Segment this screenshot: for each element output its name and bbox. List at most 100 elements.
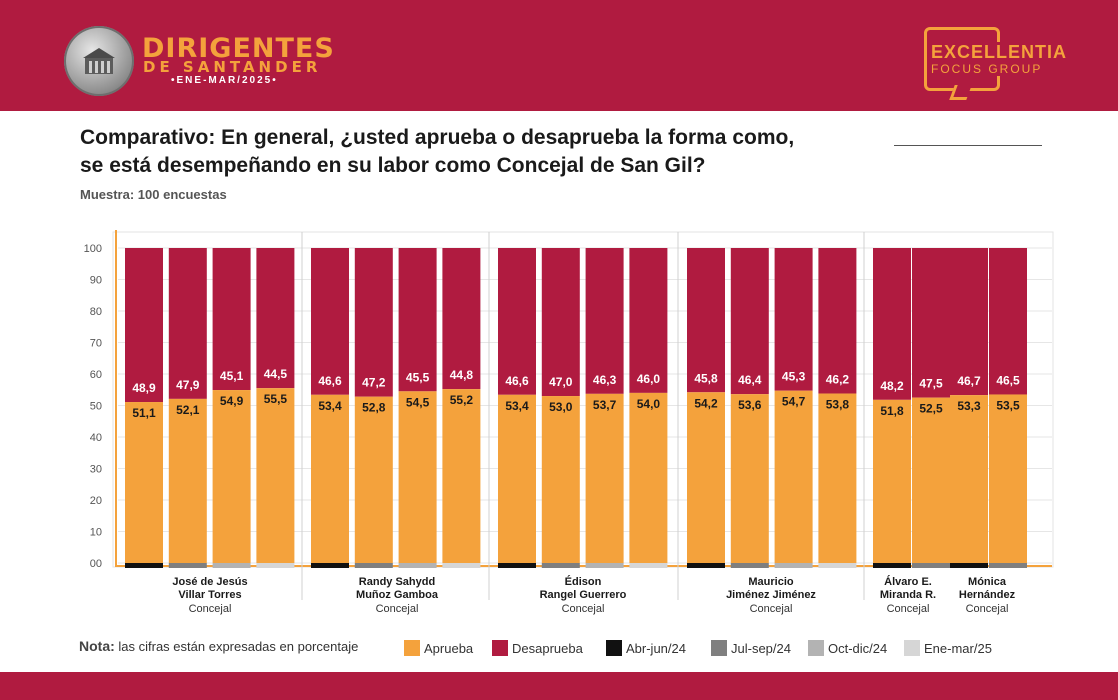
legend-p3: Oct-dic/24 <box>808 639 887 657</box>
period-marker <box>873 563 911 568</box>
y-tick-label: 100 <box>84 243 102 255</box>
bar-approve <box>989 394 1027 563</box>
group-name-line1: Mónica <box>968 576 1007 588</box>
bar-approve <box>730 394 769 563</box>
legend-approve: Aprueba <box>404 639 473 657</box>
bar-approve <box>629 392 668 563</box>
label-approve: 55,5 <box>264 392 288 406</box>
bar-disapprove <box>168 248 207 399</box>
period-marker <box>398 563 437 568</box>
y-tick-label: 60 <box>90 369 102 381</box>
label-disapprove: 45,3 <box>782 370 806 384</box>
y-tick-label: 90 <box>90 275 102 287</box>
bar-disapprove <box>730 248 769 395</box>
legend-label-disapprove: Desaprueba <box>512 640 583 656</box>
label-approve: 54,0 <box>637 397 661 411</box>
group-name-line2: Jiménez Jiménez <box>726 589 816 601</box>
group-name-line1: Randy Sahydd <box>359 576 435 588</box>
y-tick-label: 00 <box>90 558 102 570</box>
bar-approve <box>398 391 437 563</box>
period-marker <box>818 563 857 568</box>
y-tick-label: 10 <box>90 527 102 539</box>
bar-disapprove <box>256 248 295 389</box>
brand-period: •ENE-MAR/2025• <box>171 75 278 86</box>
label-disapprove: 46,5 <box>996 373 1020 387</box>
label-disapprove: 45,1 <box>220 369 244 383</box>
label-disapprove: 44,5 <box>264 367 288 381</box>
group-name-line2: Hernández <box>959 589 1016 601</box>
period-marker <box>168 563 207 568</box>
brand-subtitle: DE SANTANDER <box>143 58 322 76</box>
period-marker <box>912 563 950 568</box>
bar-disapprove <box>629 248 668 393</box>
label-disapprove: 45,8 <box>694 371 718 385</box>
period-marker <box>629 563 668 568</box>
period-marker <box>311 563 349 568</box>
bar-disapprove <box>311 248 349 395</box>
legend-swatch-p4 <box>904 640 920 656</box>
legend-swatch-p2 <box>711 640 727 656</box>
label-disapprove: 46,2 <box>826 373 850 387</box>
bar-disapprove <box>687 248 725 393</box>
label-disapprove: 46,6 <box>505 374 529 388</box>
group-role: Concejal <box>887 603 930 615</box>
label-disapprove: 47,0 <box>549 375 573 389</box>
period-marker <box>989 563 1027 568</box>
building-icon <box>83 48 115 74</box>
group-name-line1: José de Jesús <box>172 576 247 588</box>
question-line-2: se está desempeñando en su labor como Co… <box>80 154 706 177</box>
bar-disapprove <box>442 248 481 390</box>
label-disapprove: 46,7 <box>957 374 981 388</box>
bar-approve <box>774 390 813 563</box>
group-name-line2: Rangel Guerrero <box>540 589 627 601</box>
label-approve: 53,8 <box>826 398 850 412</box>
group-role: Concejal <box>750 603 793 615</box>
period-marker <box>585 563 624 568</box>
label-approve: 55,2 <box>450 393 474 407</box>
period-marker <box>256 563 295 568</box>
bar-disapprove <box>873 248 911 400</box>
bar-disapprove <box>818 248 857 394</box>
label-approve: 53,3 <box>957 399 981 413</box>
y-tick-label: 40 <box>90 432 102 444</box>
label-disapprove: 48,9 <box>132 381 156 395</box>
label-disapprove: 45,5 <box>406 370 430 384</box>
legend-swatch-approve <box>404 640 420 656</box>
legend-label-p2: Jul-sep/24 <box>731 640 791 656</box>
y-tick-label: 70 <box>90 338 102 350</box>
y-tick-label: 50 <box>90 401 102 413</box>
bar-disapprove <box>125 248 163 403</box>
label-approve: 54,5 <box>406 395 430 409</box>
group-role: Concejal <box>376 603 419 615</box>
label-disapprove: 48,2 <box>880 379 904 393</box>
label-approve: 52,8 <box>362 401 386 415</box>
bar-approve <box>125 402 163 563</box>
bar-approve <box>687 392 725 563</box>
period-marker <box>442 563 481 568</box>
group-name-line2: Villar Torres <box>178 589 241 601</box>
bar-disapprove <box>912 248 950 398</box>
answer-blank-line <box>894 145 1042 146</box>
period-marker <box>212 563 251 568</box>
legend-label-p3: Oct-dic/24 <box>828 640 888 656</box>
group-role: Concejal <box>189 603 232 615</box>
group-role: Concejal <box>562 603 605 615</box>
label-approve: 53,0 <box>549 400 573 414</box>
bar-disapprove <box>585 248 624 394</box>
question-line-1: Comparativo: En general, ¿usted aprueba … <box>80 126 795 149</box>
bar-approve <box>442 389 481 563</box>
period-marker <box>541 563 580 568</box>
legend-swatch-p1 <box>606 640 622 656</box>
label-approve: 54,9 <box>220 394 244 408</box>
label-approve: 54,7 <box>782 395 806 409</box>
bar-approve <box>585 393 624 563</box>
legend-label-approve: Aprueba <box>424 640 474 656</box>
label-disapprove: 46,4 <box>738 373 762 387</box>
group-name-line2: Muñoz Gamboa <box>356 589 439 601</box>
bar-disapprove <box>541 248 580 397</box>
bar-approve <box>950 395 988 563</box>
y-tick-label: 80 <box>90 306 102 318</box>
legend-disapprove: Desaprueba <box>492 639 583 657</box>
legend-p4: Ene-mar/25 <box>904 639 992 657</box>
legend-p2: Jul-sep/24 <box>711 639 791 657</box>
